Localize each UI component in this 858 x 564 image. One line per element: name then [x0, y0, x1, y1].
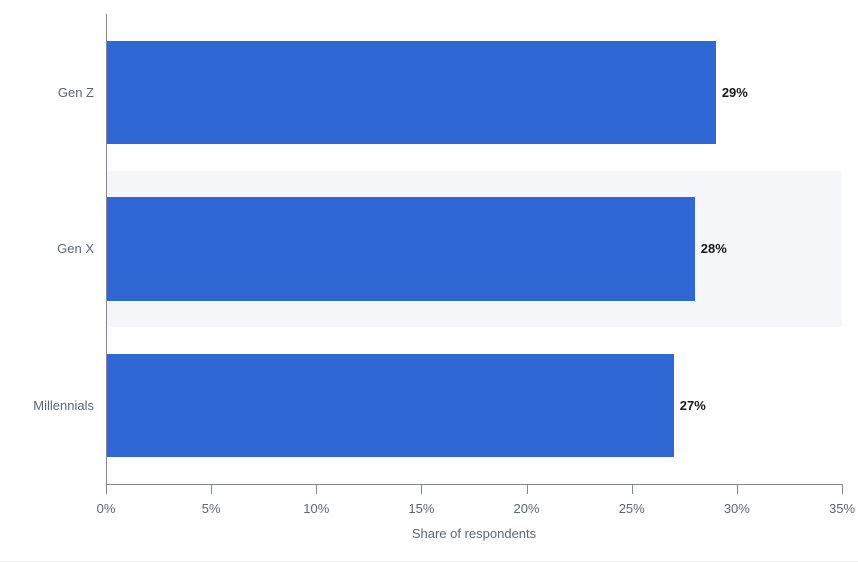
x-tick-label: 30% — [724, 501, 750, 516]
bar[interactable] — [106, 197, 695, 300]
x-tick-mark — [421, 484, 422, 494]
bar-value-label: 28% — [701, 241, 727, 256]
bar[interactable] — [106, 354, 674, 457]
x-tick-label: 20% — [514, 501, 540, 516]
bar[interactable] — [106, 41, 716, 144]
category-label: Gen X — [0, 241, 94, 256]
bar-value-label: 29% — [722, 85, 748, 100]
x-tick-label: 5% — [202, 501, 221, 516]
x-tick-mark — [632, 484, 633, 494]
x-tick-label: 0% — [97, 501, 116, 516]
plot-area: 29% 28% 27% — [106, 14, 842, 484]
x-tick-mark — [211, 484, 212, 494]
category-label: Gen Z — [0, 85, 94, 100]
x-tick-mark — [737, 484, 738, 494]
y-axis-line — [106, 14, 107, 484]
x-tick-label: 25% — [619, 501, 645, 516]
x-tick-label: 35% — [829, 501, 855, 516]
x-axis-line — [106, 484, 842, 485]
x-tick-mark — [316, 484, 317, 494]
x-tick-mark — [106, 484, 107, 494]
bar-chart: 29% 28% 27% Gen Z Gen X Millennials 0% 5% 10% 15… — [0, 0, 858, 564]
category-label: Millennials — [0, 398, 94, 413]
x-tick-mark — [842, 484, 843, 494]
x-tick-label: 10% — [303, 501, 329, 516]
x-axis-title: Share of respondents — [412, 526, 536, 541]
x-tick-label: 15% — [408, 501, 434, 516]
x-tick-mark — [527, 484, 528, 494]
bar-value-label: 27% — [680, 398, 706, 413]
bottom-separator — [0, 561, 858, 562]
